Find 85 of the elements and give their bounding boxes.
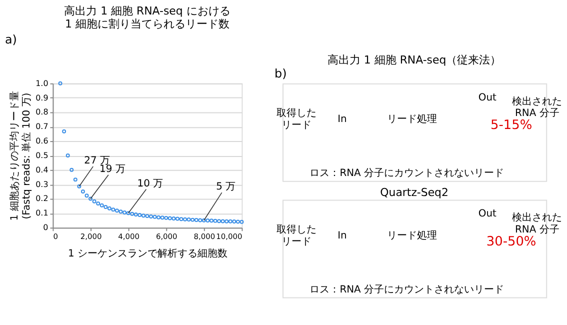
text: 取得したリード — [276, 224, 316, 248]
text: Out — [478, 208, 497, 220]
point — [232, 220, 236, 224]
point — [122, 210, 127, 214]
text: ロス：RNA 分子にカウントされないリード — [310, 166, 504, 179]
point — [156, 215, 161, 220]
text: リード処理 — [386, 230, 437, 242]
y-tick-label: 0.1 — [36, 208, 48, 218]
point — [240, 220, 244, 224]
text: 30-50% — [486, 234, 536, 250]
point — [138, 213, 142, 218]
point — [130, 212, 134, 216]
y-tick-label: 0 — [43, 223, 48, 232]
point — [217, 219, 222, 224]
point — [126, 211, 130, 216]
point — [66, 153, 70, 158]
point — [58, 81, 62, 86]
point — [88, 196, 93, 201]
point — [202, 218, 206, 222]
point — [190, 218, 195, 222]
text: ロス：RNA 分子にカウントされないリード — [310, 283, 504, 296]
y-tick-label: 0.7 — [36, 122, 48, 132]
point — [96, 202, 100, 206]
y-tick-label: 0.6 — [36, 136, 48, 146]
point — [228, 219, 232, 224]
point — [183, 217, 188, 222]
text: Out — [478, 92, 497, 104]
point — [145, 214, 150, 218]
point — [194, 218, 198, 222]
text: In — [338, 230, 347, 242]
point — [107, 206, 112, 210]
point — [118, 210, 123, 214]
point — [70, 168, 74, 172]
y-tick-label: 1.0 — [36, 78, 48, 88]
point — [149, 214, 153, 218]
y-tick-label: 0.8 — [36, 108, 48, 117]
point — [172, 216, 176, 220]
annotation: 10 万 — [137, 178, 164, 190]
point — [100, 203, 104, 208]
y-tick-label: 0.5 — [36, 150, 48, 160]
point — [84, 194, 89, 198]
text: 5-15% — [490, 118, 532, 134]
point — [114, 208, 119, 213]
annotation: 5 万 — [216, 182, 236, 193]
point — [236, 220, 240, 224]
point — [206, 218, 210, 223]
x-axis-title: 1 シーケンスランで解析する細胞数 — [68, 247, 228, 260]
text: リード処理 — [386, 114, 437, 126]
point — [62, 129, 66, 134]
text: 取得したリード — [276, 108, 316, 132]
point — [80, 190, 85, 194]
point — [175, 216, 180, 221]
point — [164, 216, 168, 220]
text: In — [338, 114, 347, 126]
point — [179, 217, 184, 222]
text: Quartz-Seq2 — [380, 186, 448, 199]
y-tick-label: 0.3 — [36, 180, 48, 189]
point — [92, 199, 96, 204]
point — [213, 218, 218, 223]
y-tick-label: 0.9 — [36, 93, 48, 102]
point — [104, 204, 108, 209]
point — [224, 219, 229, 224]
point — [168, 216, 172, 220]
y-tick-label: 0.4 — [36, 165, 48, 174]
y-tick-label: 0.2 — [36, 194, 48, 204]
point — [134, 212, 138, 216]
annotation: 27 万 — [84, 155, 110, 166]
annotation: 19 万 — [100, 164, 126, 175]
point — [141, 214, 146, 218]
point — [220, 219, 225, 224]
point — [186, 218, 191, 222]
point — [152, 214, 157, 219]
point — [111, 208, 116, 212]
text: a) — [4, 32, 17, 47]
point — [77, 184, 82, 188]
point — [160, 216, 164, 220]
y-axis-title: 1 細胞あたりの平均リード量 (Fastq reads: 単位 100 万) — [8, 91, 33, 221]
point — [209, 218, 214, 223]
text: 検出された RNA 分子 — [512, 212, 562, 236]
text: 検出された RNA 分子 — [512, 95, 562, 120]
point — [198, 218, 202, 222]
text: 高出力 1 細胞 RNA-seq（従来法） — [327, 53, 502, 66]
point — [73, 178, 78, 182]
text: b) — [274, 66, 287, 80]
chart-title: 高出力 1 細胞 RNA-seq における 1 細胞に割り当てられるリード数 — [64, 4, 230, 31]
